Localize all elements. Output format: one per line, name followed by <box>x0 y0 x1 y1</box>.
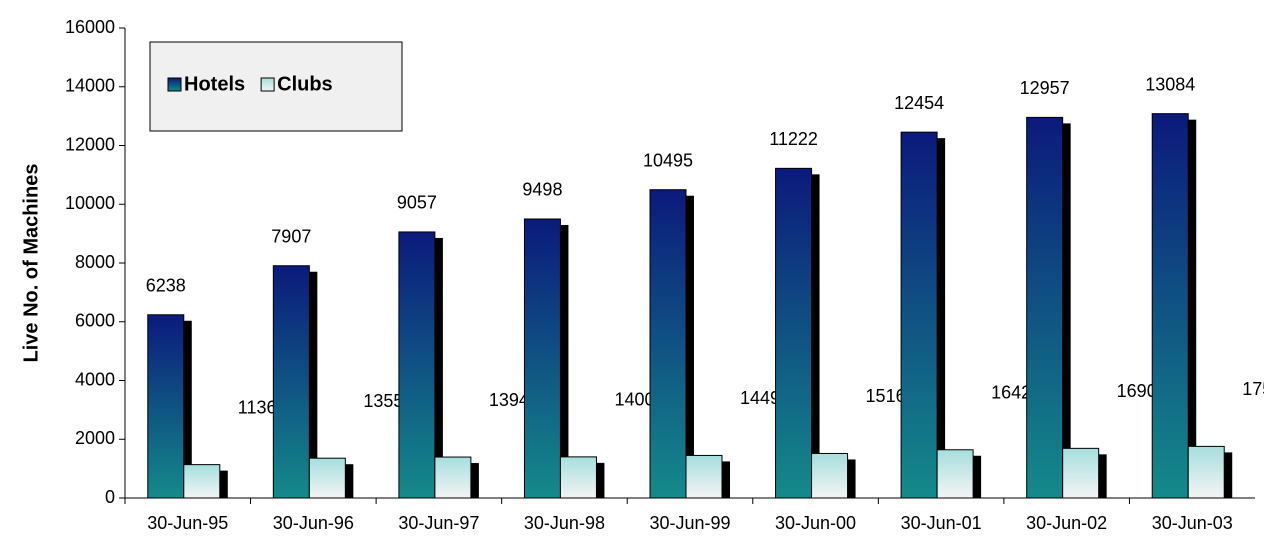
data-label: 1400 <box>614 390 654 410</box>
y-tick-label: 14000 <box>65 76 115 96</box>
y-tick-label: 8000 <box>75 252 115 272</box>
bar <box>398 231 436 499</box>
data-label: 1136 <box>238 397 277 417</box>
data-label: 1642 <box>991 383 1031 403</box>
data-label: 10495 <box>643 150 693 170</box>
bar <box>308 457 346 499</box>
bar <box>685 454 723 499</box>
y-tick-label: 4000 <box>75 369 115 389</box>
bar <box>272 265 310 499</box>
bar <box>900 131 938 499</box>
bar <box>936 449 974 499</box>
bar <box>147 314 185 499</box>
bar <box>775 167 813 499</box>
data-label: 1355 <box>363 391 403 411</box>
data-label: 7907 <box>271 226 311 246</box>
data-label: 1394 <box>489 390 529 410</box>
bar-shadow <box>183 320 192 498</box>
bar-shadow <box>596 462 605 498</box>
bar-shadow <box>219 470 228 498</box>
bar-shadow <box>560 224 569 498</box>
y-tick-label: 0 <box>105 487 115 507</box>
legend-swatch <box>167 77 182 92</box>
bar-shadow <box>937 138 946 498</box>
y-tick-label: 2000 <box>75 428 115 448</box>
bar-shadow <box>1188 119 1197 498</box>
legend-box <box>149 41 403 132</box>
bar <box>523 218 561 499</box>
x-tick-label: 30-Jun-01 <box>901 513 982 533</box>
data-label: 1757 <box>1242 379 1264 399</box>
bar-shadow <box>1224 452 1233 498</box>
x-tick-label: 30-Jun-96 <box>273 513 354 533</box>
bar-shadow <box>434 237 443 498</box>
data-label: 11222 <box>769 129 818 149</box>
legend-swatch <box>260 77 275 92</box>
bar-shadow <box>847 459 856 498</box>
bar-shadow <box>1098 454 1107 498</box>
x-tick-label: 30-Jun-97 <box>398 513 479 533</box>
x-tick-label: 30-Jun-00 <box>775 513 856 533</box>
bar <box>1151 113 1189 499</box>
bar-shadow <box>345 464 354 498</box>
data-label: 9057 <box>397 193 437 213</box>
legend-label: Clubs <box>277 73 333 95</box>
bar-shadow <box>309 271 318 498</box>
x-tick-label: 30-Jun-95 <box>147 513 228 533</box>
bar-shadow <box>811 174 820 498</box>
bar-shadow <box>722 461 730 498</box>
y-tick-label: 6000 <box>75 311 115 331</box>
bar <box>183 464 221 499</box>
bar <box>1026 116 1064 499</box>
x-tick-label: 30-Jun-02 <box>1026 513 1107 533</box>
data-label: 1516 <box>866 386 906 406</box>
y-tick-label: 10000 <box>65 193 115 213</box>
y-tick-label: 12000 <box>65 134 115 154</box>
bar <box>1062 447 1100 499</box>
data-label: 6238 <box>146 276 186 296</box>
data-label: 1690 <box>1117 381 1157 401</box>
bar-shadow <box>686 195 694 498</box>
bar <box>649 189 687 499</box>
bar <box>434 456 472 499</box>
bar <box>559 456 597 499</box>
data-label: 13084 <box>1145 74 1195 94</box>
data-label: 12957 <box>1020 78 1070 98</box>
bar <box>1187 445 1225 499</box>
x-tick-label: 30-Jun-99 <box>649 513 730 533</box>
x-tick-label: 30-Jun-03 <box>1152 513 1233 533</box>
data-label: 12454 <box>894 93 944 113</box>
y-axis-label: Live No. of Machines <box>20 164 42 363</box>
legend-label: Hotels <box>184 73 245 95</box>
bar-shadow <box>470 463 479 498</box>
x-tick-label: 30-Jun-98 <box>524 513 605 533</box>
data-label: 9498 <box>522 180 562 200</box>
y-tick-label: 16000 <box>65 17 115 37</box>
data-label: 1449 <box>740 388 780 408</box>
bar-shadow <box>973 455 982 498</box>
bar <box>811 452 849 499</box>
bar-shadow <box>1062 123 1071 498</box>
